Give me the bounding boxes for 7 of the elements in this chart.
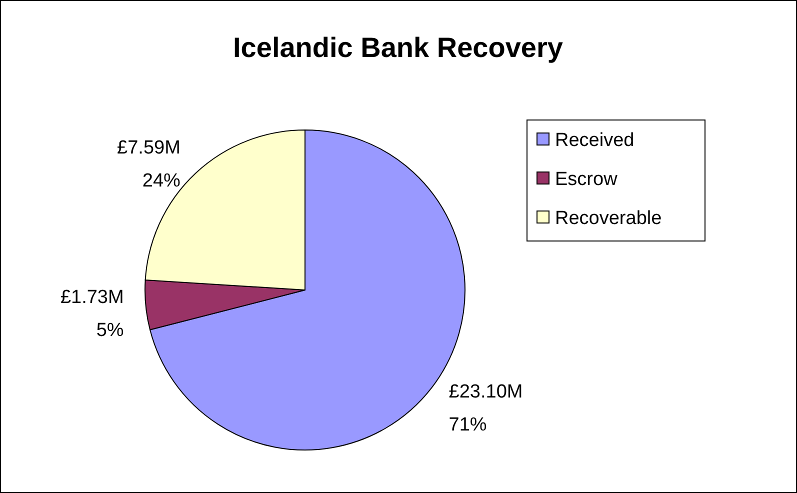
data-label: £23.10M 71% <box>448 382 523 436</box>
legend-label: Received <box>555 130 634 151</box>
data-label: £1.73M 5% <box>60 287 124 342</box>
data-label: £7.59M 24% <box>117 137 181 192</box>
legend-label: Recoverable <box>555 208 662 229</box>
legend-label: Escrow <box>555 169 618 190</box>
chart-title: Icelandic Bank Recovery <box>233 32 564 63</box>
